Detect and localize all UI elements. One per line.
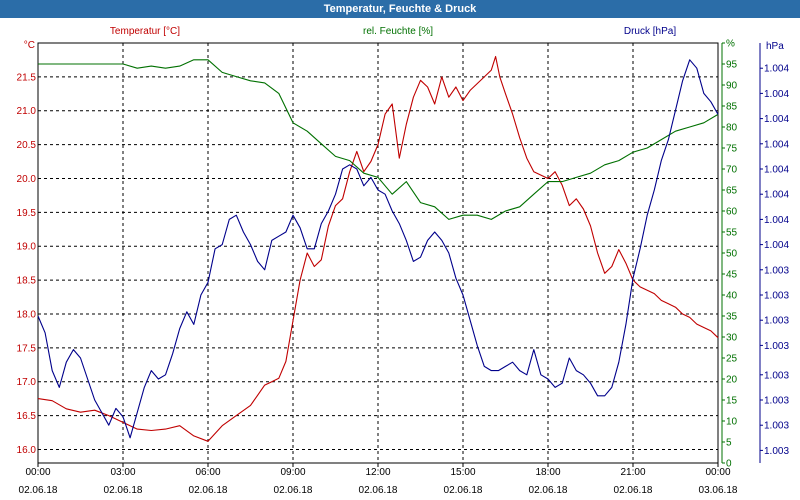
humidity-tick-label-19: 95 bbox=[726, 60, 738, 71]
humidity-tick-label-12: 60 bbox=[726, 207, 738, 218]
series-line-humidity bbox=[38, 59, 719, 220]
temperature-tick-label-2: 17.0 bbox=[17, 377, 37, 388]
humidity-tick-label-18: 90 bbox=[726, 81, 738, 92]
pressure-tick-label-10: 1.004 bbox=[764, 190, 789, 201]
line-chart: 00:00 02.06.18 03:00 02.06.18 06:00 02.06.18 0… bbox=[17, 26, 790, 497]
x-tick-time-7: 21:00 bbox=[620, 467, 645, 478]
humidity-tick-label-17: 85 bbox=[726, 102, 738, 113]
x-tick-date-2: 02.06.18 bbox=[189, 485, 228, 496]
pressure-tick-label-9: 1.004 bbox=[764, 215, 789, 226]
humidity-tick-label-8: 40 bbox=[726, 291, 738, 302]
humidity-tick-label-6: 30 bbox=[726, 333, 738, 344]
pressure-tick-label-5: 1.003 bbox=[764, 316, 789, 327]
x-tick-date-4: 02.06.18 bbox=[359, 485, 398, 496]
humidity-axis-label: rel. Feuchte [%] bbox=[363, 26, 433, 37]
temperature-tick-label-6: 19.0 bbox=[17, 242, 37, 253]
humidity-tick-label-7: 35 bbox=[726, 312, 738, 323]
pressure-tick-label-13: 1.004 bbox=[764, 114, 789, 125]
pressure-tick-label-7: 1.003 bbox=[764, 265, 789, 276]
x-tick-time-8: 00:00 bbox=[705, 467, 730, 478]
pressure-tick-label-15: 1.004 bbox=[764, 64, 789, 75]
x-tick-time-2: 06:00 bbox=[195, 467, 220, 478]
temperature-tick-label-10: 21.0 bbox=[17, 106, 37, 117]
pressure-tick-label-8: 1.004 bbox=[764, 240, 789, 251]
grid-lines bbox=[38, 43, 718, 463]
x-tick-time-3: 09:00 bbox=[280, 467, 305, 478]
x-tick-date-0: 02.06.18 bbox=[19, 485, 58, 496]
temperature-tick-label-4: 18.0 bbox=[17, 309, 37, 320]
pressure-unit: hPa bbox=[766, 41, 784, 52]
x-tick-date-5: 02.06.18 bbox=[444, 485, 483, 496]
pressure-tick-label-6: 1.003 bbox=[764, 291, 789, 302]
temperature-tick-label-9: 20.5 bbox=[17, 140, 37, 151]
humidity-tick-label-5: 25 bbox=[726, 354, 738, 365]
x-tick-date-3: 02.06.18 bbox=[274, 485, 313, 496]
series-line-pressure bbox=[37, 59, 719, 439]
x-tick-date-1: 02.06.18 bbox=[104, 485, 143, 496]
pressure-tick-label-1: 1.003 bbox=[764, 421, 789, 432]
window-title: Temperatur, Feuchte & Druck bbox=[0, 0, 800, 18]
temperature-tick-label-0: 16.0 bbox=[17, 445, 37, 456]
temperature-tick-label-11: 21.5 bbox=[17, 72, 37, 83]
temperature-tick-label-1: 16.5 bbox=[17, 411, 37, 422]
x-tick-time-5: 15:00 bbox=[450, 467, 475, 478]
x-tick-time-4: 12:00 bbox=[365, 467, 390, 478]
humidity-tick-label-11: 55 bbox=[726, 228, 738, 239]
humidity-tick-label-14: 70 bbox=[726, 165, 738, 176]
x-tick-time-6: 18:00 bbox=[535, 467, 560, 478]
pressure-tick-label-0: 1.003 bbox=[764, 446, 789, 457]
pressure-tick-label-14: 1.004 bbox=[764, 89, 789, 100]
x-tick-time-1: 03:00 bbox=[110, 467, 135, 478]
pressure-tick-label-4: 1.003 bbox=[764, 341, 789, 352]
humidity-tick-label-3: 15 bbox=[726, 396, 738, 407]
humidity-tick-label-1: 5 bbox=[726, 438, 732, 449]
humidity-tick-label-4: 20 bbox=[726, 375, 738, 386]
x-tick-date-6: 02.06.18 bbox=[529, 485, 568, 496]
x-tick-date-7: 02.06.18 bbox=[614, 485, 653, 496]
axis-headers: Temperatur [°C] rel. Feuchte [%] Druck [… bbox=[24, 26, 784, 52]
temperature-tick-label-3: 17.5 bbox=[17, 343, 37, 354]
temperature-tick-label-8: 20.0 bbox=[17, 174, 37, 185]
pressure-tick-label-12: 1.004 bbox=[764, 139, 789, 150]
temperature-axis-label: Temperatur [°C] bbox=[110, 26, 180, 37]
series-line-temperature bbox=[37, 55, 719, 442]
humidity-tick-label-9: 45 bbox=[726, 270, 738, 281]
humidity-tick-label-2: 10 bbox=[726, 417, 738, 428]
humidity-tick-label-10: 50 bbox=[726, 249, 738, 260]
pressure-axis-label: Druck [hPa] bbox=[624, 26, 676, 37]
humidity-tick-label-0: 0 bbox=[726, 459, 732, 470]
pressure-tick-label-2: 1.003 bbox=[764, 396, 789, 407]
x-tick-time-0: 00:00 bbox=[25, 467, 50, 478]
humidity-tick-label-13: 65 bbox=[726, 186, 738, 197]
humidity-tick-label-20: % bbox=[726, 39, 735, 50]
humidity-tick-label-16: 80 bbox=[726, 123, 738, 134]
humidity-tick-label-15: 75 bbox=[726, 144, 738, 155]
temperature-tick-label-7: 19.5 bbox=[17, 208, 37, 219]
series-lines bbox=[37, 55, 719, 442]
axes: 00:00 02.06.18 03:00 02.06.18 06:00 02.06.18 0… bbox=[17, 39, 790, 497]
pressure-tick-label-3: 1.003 bbox=[764, 370, 789, 381]
temperature-unit: °C bbox=[24, 40, 35, 51]
temperature-tick-label-5: 18.5 bbox=[17, 276, 37, 287]
x-tick-date-8: 03.06.18 bbox=[699, 485, 738, 496]
pressure-tick-label-11: 1.004 bbox=[764, 165, 789, 176]
